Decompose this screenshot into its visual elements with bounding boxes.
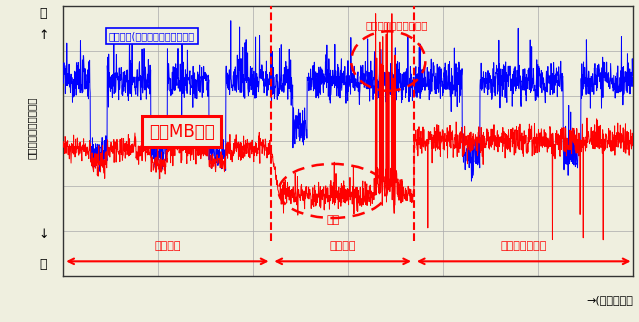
- Text: ↓: ↓: [38, 228, 49, 241]
- Text: 在来工法(ブレーカによる解体）: 在来工法(ブレーカによる解体）: [109, 31, 195, 42]
- Text: 鹿島MB工法: 鹿島MB工法: [149, 123, 215, 141]
- Text: （騒音・振動レベル）: （騒音・振動レベル）: [27, 96, 37, 159]
- Text: →(作業時間）: →(作業時間）: [587, 295, 633, 305]
- Text: ↑: ↑: [38, 29, 49, 42]
- Text: 小: 小: [40, 258, 47, 270]
- Text: 掘削・破砕作業: 掘削・破砕作業: [500, 241, 547, 251]
- Text: 大: 大: [40, 7, 47, 20]
- Text: 装薬: 装薬: [326, 215, 339, 225]
- Text: 穿孔作業: 穿孔作業: [154, 241, 181, 251]
- Text: 発破作業: 発破作業: [330, 241, 356, 251]
- Text: 発破（時間指定可能）: 発破（時間指定可能）: [366, 21, 428, 31]
